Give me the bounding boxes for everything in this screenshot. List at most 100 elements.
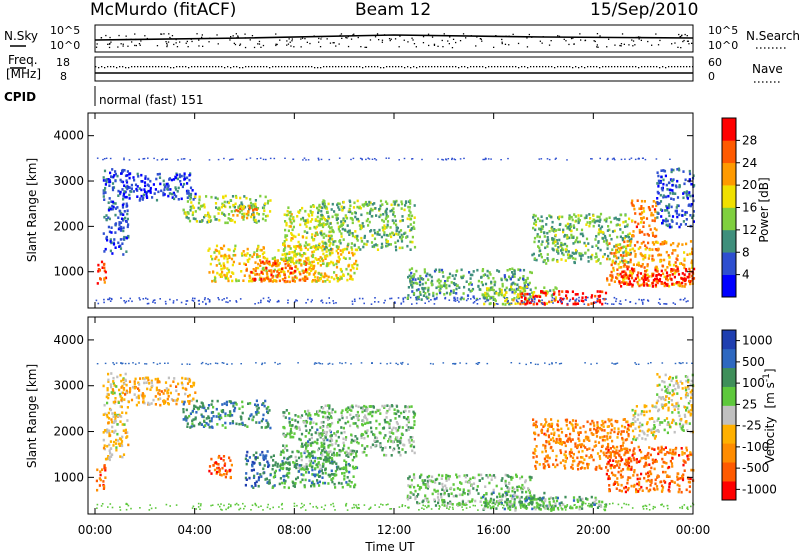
- power-echo-cell: [662, 179, 664, 182]
- power-echo-cell: [126, 203, 128, 206]
- power-scatter-cell: [532, 299, 534, 301]
- power-echo-cell: [586, 238, 588, 241]
- power-scatter-cell: [674, 303, 676, 305]
- power-echo-cell: [317, 212, 319, 215]
- power-echo-cell: [306, 262, 308, 265]
- power-echo-region: [97, 261, 107, 285]
- velocity-echo-cell: [334, 448, 336, 451]
- power-echo-cell: [342, 219, 344, 222]
- power-scatter-cell: [263, 298, 265, 300]
- velocity-echo-cell: [245, 472, 247, 475]
- power-echo-cell: [216, 272, 218, 275]
- power-echo-cell: [482, 293, 484, 296]
- nave-point: [254, 66, 255, 67]
- nave-point: [380, 67, 381, 68]
- power-echo-cell: [514, 270, 516, 273]
- nsearch-point: [134, 45, 135, 46]
- power-echo-cell: [636, 281, 638, 284]
- power-echo-cell: [348, 230, 350, 233]
- nsearch-point: [96, 47, 97, 48]
- velocity-echo-cell: [196, 400, 198, 403]
- power-echo-cell: [257, 246, 259, 249]
- nave-point: [635, 66, 636, 67]
- power-echo-cell: [326, 220, 328, 223]
- power-echo-cell: [137, 173, 139, 176]
- power-echo-cell: [103, 263, 105, 266]
- power-echo-cell: [392, 219, 394, 222]
- power-scatter-cell: [287, 302, 289, 304]
- velocity-echo-cell: [189, 426, 191, 429]
- power-echo-cell: [268, 270, 270, 273]
- power-echo-cell: [652, 214, 654, 217]
- nave-point: [665, 67, 666, 68]
- power-echo-cell: [299, 224, 301, 227]
- nsearch-point: [109, 43, 110, 44]
- power-echo-cell: [277, 249, 279, 252]
- nave-point: [413, 66, 414, 67]
- nsearch-point: [234, 43, 235, 44]
- nsearch-point: [127, 46, 128, 47]
- power-echo-cell: [395, 220, 397, 223]
- power-scatter-cell: [267, 300, 269, 302]
- power-echo-cell: [658, 273, 660, 276]
- power-scatter-cell: [613, 158, 615, 159]
- power-echo-cell: [661, 270, 663, 273]
- power-echo-cell: [411, 241, 413, 244]
- nave-point: [149, 66, 150, 67]
- power-echo-cell: [289, 218, 291, 221]
- velocity-echo-cell: [293, 432, 295, 435]
- power-echo-cell: [352, 218, 354, 221]
- power-echo-cell: [634, 212, 636, 215]
- power-echo-cell: [550, 216, 552, 219]
- nave-point: [215, 66, 216, 67]
- velocity-echo-cell: [167, 398, 169, 401]
- power-echo-cell: [593, 225, 595, 228]
- velocity-echo-cell: [216, 471, 218, 474]
- power-echo-cell: [451, 281, 453, 284]
- power-echo-cell: [510, 286, 512, 289]
- power-echo-cell: [674, 249, 676, 252]
- power-echo-cell: [123, 190, 125, 193]
- power-scatter-cell: [415, 297, 417, 299]
- power-echo-cell: [615, 217, 617, 220]
- velocity-echo-cell: [345, 468, 347, 471]
- power-echo-cell: [529, 271, 531, 274]
- power-echo-cell: [304, 210, 306, 213]
- power-scatter-cell: [305, 302, 307, 304]
- power-echo-cell: [664, 170, 666, 173]
- velocity-echo-cell: [163, 402, 165, 405]
- velocity-echo-cell: [204, 424, 206, 427]
- nave-point: [686, 66, 687, 67]
- power-echo-cell: [510, 278, 512, 281]
- velocity-echo-cell: [311, 437, 313, 440]
- nave-point: [614, 66, 615, 67]
- nave-point: [128, 67, 129, 68]
- power-echo-cell: [668, 263, 670, 266]
- power-echo-cell: [348, 251, 350, 254]
- power-echo-cell: [607, 247, 609, 250]
- power-echo-cell: [647, 279, 649, 282]
- power-echo-cell: [482, 270, 484, 273]
- velocity-echo-cell: [188, 402, 190, 405]
- power-echo-cell: [298, 233, 300, 236]
- power-scatter-cell: [547, 158, 549, 159]
- velocity-echo-cell: [280, 453, 282, 456]
- velocity-echo-cell: [115, 439, 117, 442]
- power-echo-cell: [641, 242, 643, 245]
- velocity-echo-cell: [166, 390, 168, 393]
- power-echo-cell: [332, 243, 334, 246]
- nave-point: [122, 66, 123, 67]
- power-echo-cell: [144, 185, 146, 188]
- power-echo-cell: [630, 240, 632, 243]
- power-echo-cell: [249, 275, 251, 278]
- nave-point: [404, 67, 405, 68]
- power-echo-cell: [272, 264, 274, 267]
- power-echo-cell: [445, 287, 447, 290]
- power-echo-cell: [224, 254, 226, 257]
- power-echo-cell: [683, 258, 685, 261]
- power-echo-cell: [329, 237, 331, 240]
- velocity-echo-cell: [291, 424, 293, 427]
- velocity-echo-region: [103, 372, 130, 461]
- nsearch-point: [176, 42, 177, 43]
- power-echo-cell: [332, 241, 334, 244]
